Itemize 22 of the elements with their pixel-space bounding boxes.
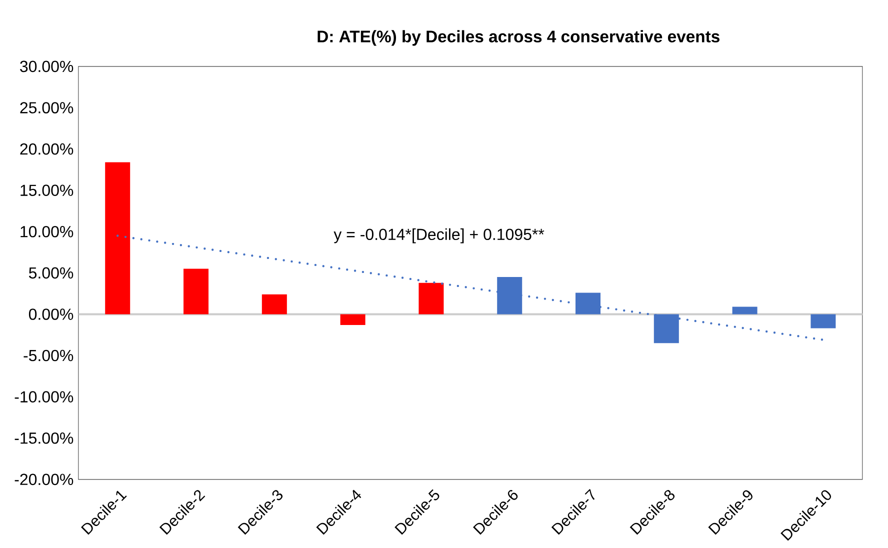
bar (262, 294, 287, 314)
bar (810, 314, 836, 328)
y-tick-label: 20.00% (20, 143, 74, 155)
y-tick-label: 25.00% (20, 102, 74, 114)
y-tick-label: -5.00% (24, 350, 74, 362)
bar (105, 162, 130, 314)
bar (340, 314, 366, 325)
bar (732, 306, 758, 314)
y-tick-label: -15.00% (14, 432, 74, 444)
bar (576, 292, 600, 314)
y-tick-label: -20.00% (14, 474, 74, 486)
bar (184, 268, 209, 314)
bar (497, 277, 522, 314)
y-tick-label: 30.00% (20, 60, 74, 72)
y-tick-label: 0.00% (28, 308, 74, 320)
annotation: y = -0.014*[Decile] + 0.1095** (334, 228, 544, 244)
y-tick-label: 15.00% (20, 184, 74, 196)
y-tick-label: -10.00% (14, 391, 74, 402)
y-tick-label: 5.00% (28, 267, 74, 279)
y-tick-label: 10.00% (20, 226, 74, 238)
chart-title: D: ATE(%) by Deciles across 4 conservative events (318, 30, 720, 46)
bar (418, 282, 444, 314)
